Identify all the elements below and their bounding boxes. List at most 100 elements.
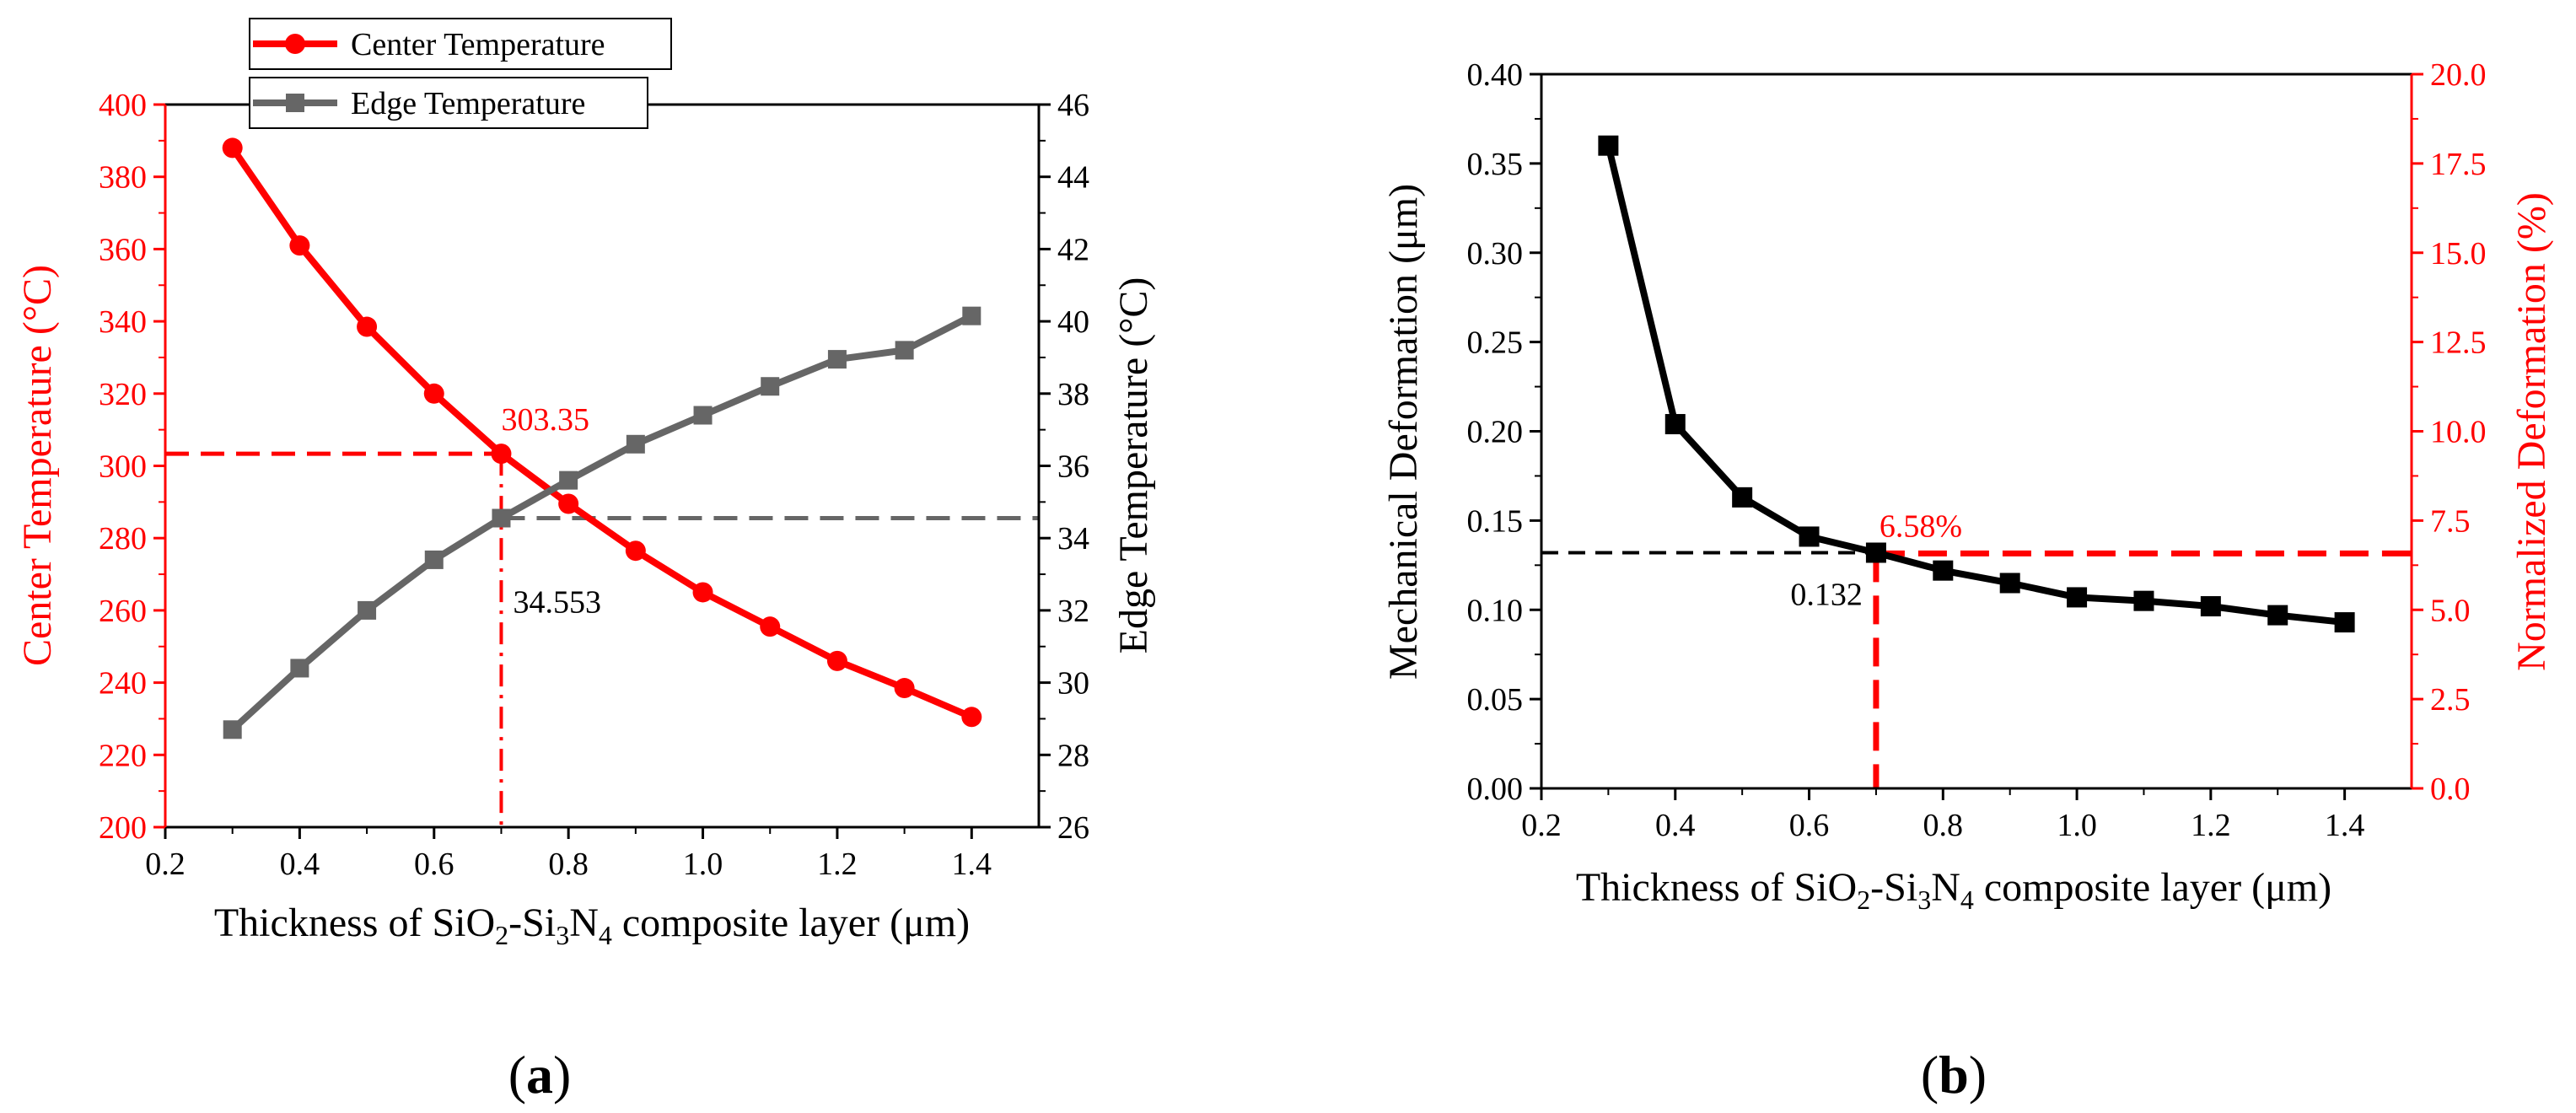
y-left-tick-label: 300 (99, 449, 147, 485)
y-right-tick-label: 15.0 (2430, 236, 2487, 272)
data-point (826, 650, 847, 671)
legend-center-marker (285, 34, 305, 54)
y-left-tick-label: 240 (99, 666, 147, 702)
y-left-tick-label: 0.10 (1467, 593, 1524, 628)
x-tick-label: 0.6 (414, 847, 454, 882)
x-tick-label: 0.6 (1789, 808, 1830, 843)
value-annotation: 303.35 (501, 402, 589, 438)
y-right-tick-label: 12.5 (2430, 325, 2487, 361)
panel-b-right-axis-label: Normalized Deformation (%) (2509, 192, 2554, 671)
data-point (692, 582, 713, 603)
panel-a-label: (a) (508, 1045, 572, 1105)
y-left-tick-label: 0.15 (1467, 503, 1524, 539)
panel-a-x-axis-label: Thickness of SiO2-Si3N4 composite layer … (214, 901, 970, 950)
data-point (222, 137, 243, 159)
y-left-tick-label: 0.25 (1467, 325, 1524, 361)
panel-b-left-axis-label: Mechanical Deformation (μm) (1381, 184, 1426, 680)
data-point (1664, 414, 1686, 435)
value-annotation: 34.553 (513, 585, 601, 621)
y-right-tick-label: 26 (1057, 810, 1089, 846)
panel-b-label: (b) (1921, 1045, 1987, 1105)
y-right-tick-label: 7.5 (2430, 503, 2471, 539)
y-left-tick-label: 0.30 (1467, 236, 1524, 272)
data-point (2200, 596, 2221, 617)
data-point (2133, 590, 2154, 611)
y-left-tick-label: 0.35 (1467, 147, 1524, 182)
data-point (895, 341, 914, 360)
data-point (894, 678, 915, 699)
data-point (423, 383, 444, 404)
data-point (1598, 135, 1619, 156)
chart-panel-a: 303.35 34.553 0.2 0.4 0.6 0.8 1.0 1.2 1.4 200 220… (15, 18, 1156, 1105)
data-point (492, 508, 511, 528)
y-left-tick-label: 280 (99, 521, 147, 556)
panel-a-left-axis-label: Center Temperature (°C) (15, 265, 60, 666)
y-left-tick-label: 380 (99, 160, 147, 196)
y-left-tick-label: 0.05 (1467, 682, 1524, 718)
data-point (2067, 587, 2088, 608)
data-point (1933, 560, 1954, 581)
y-right-tick-label: 28 (1057, 738, 1089, 773)
y-right-tick-label: 42 (1057, 232, 1089, 267)
data-point (625, 540, 646, 562)
data-point (1999, 573, 2020, 594)
x-tick-label: 0.8 (548, 847, 589, 882)
data-point (558, 493, 579, 514)
y-right-tick-label: 34 (1057, 521, 1089, 556)
y-left-tick-label: 0.00 (1467, 772, 1524, 807)
y-right-tick-label: 32 (1057, 594, 1089, 629)
data-point (827, 350, 847, 369)
y-right-tick-label: 0.0 (2430, 772, 2471, 807)
data-point (761, 377, 780, 396)
y-left-tick-label: 0.40 (1467, 57, 1524, 93)
data-point (424, 550, 444, 569)
y-right-tick-label: 17.5 (2430, 147, 2487, 182)
y-right-tick-label: 5.0 (2430, 593, 2471, 628)
y-right-tick-label: 20.0 (2430, 57, 2487, 93)
y-left-tick-label: 220 (99, 738, 147, 773)
y-left-tick-label: 400 (99, 88, 147, 123)
x-tick-label: 1.4 (952, 847, 992, 882)
series-line-center-temperature (229, 146, 973, 720)
x-tick-label: 1.0 (683, 847, 723, 882)
y-right-tick-label: 40 (1057, 304, 1089, 340)
data-point (289, 235, 310, 256)
value-annotation: 0.132 (1790, 577, 1863, 612)
panel-b-ticks: 0.2 0.4 0.6 0.8 1.0 1.2 1.4 0.00 0.05 0.10 0.15 0.2… (1467, 57, 2487, 843)
y-left-tick-label: 340 (99, 304, 147, 340)
panel-a-legend: Center Temperature Edge Temperature (249, 18, 672, 129)
data-point (961, 707, 982, 728)
data-point (2267, 605, 2288, 626)
legend-center-label: Center Temperature (351, 27, 605, 62)
y-right-tick-label: 10.0 (2430, 415, 2487, 450)
data-point (223, 720, 242, 739)
data-point (693, 406, 713, 425)
data-point (2334, 612, 2355, 633)
panel-a-marks: 303.35 34.553 (165, 137, 1039, 827)
legend-edge-marker (286, 94, 304, 112)
x-tick-label: 1.0 (2057, 808, 2097, 843)
x-tick-label: 0.4 (1655, 808, 1696, 843)
series-line-edge-temperature (229, 313, 974, 733)
y-left-tick-label: 360 (99, 232, 147, 267)
panel-b-x-axis-label: Thickness of SiO2-Si3N4 composite layer … (1576, 865, 2331, 915)
y-left-tick-label: 320 (99, 377, 147, 412)
value-annotation: 6.58% (1880, 508, 1962, 544)
data-point (1732, 487, 1753, 508)
panel-b-marks: 0.132 6.58% (1541, 135, 2412, 788)
y-left-tick-label: 0.20 (1467, 415, 1524, 450)
data-point (626, 434, 645, 454)
data-point (357, 316, 378, 337)
y-right-tick-label: 30 (1057, 666, 1089, 702)
y-right-tick-label: 2.5 (2430, 682, 2471, 718)
x-tick-label: 1.4 (2325, 808, 2365, 843)
data-point (559, 470, 578, 490)
data-point (491, 444, 512, 465)
x-tick-label: 0.2 (1521, 808, 1562, 843)
panel-a-right-axis-label: Edge Temperature (°C) (1111, 277, 1156, 654)
data-point (290, 659, 309, 678)
y-left-tick-label: 260 (99, 594, 147, 629)
y-right-tick-label: 46 (1057, 88, 1089, 123)
